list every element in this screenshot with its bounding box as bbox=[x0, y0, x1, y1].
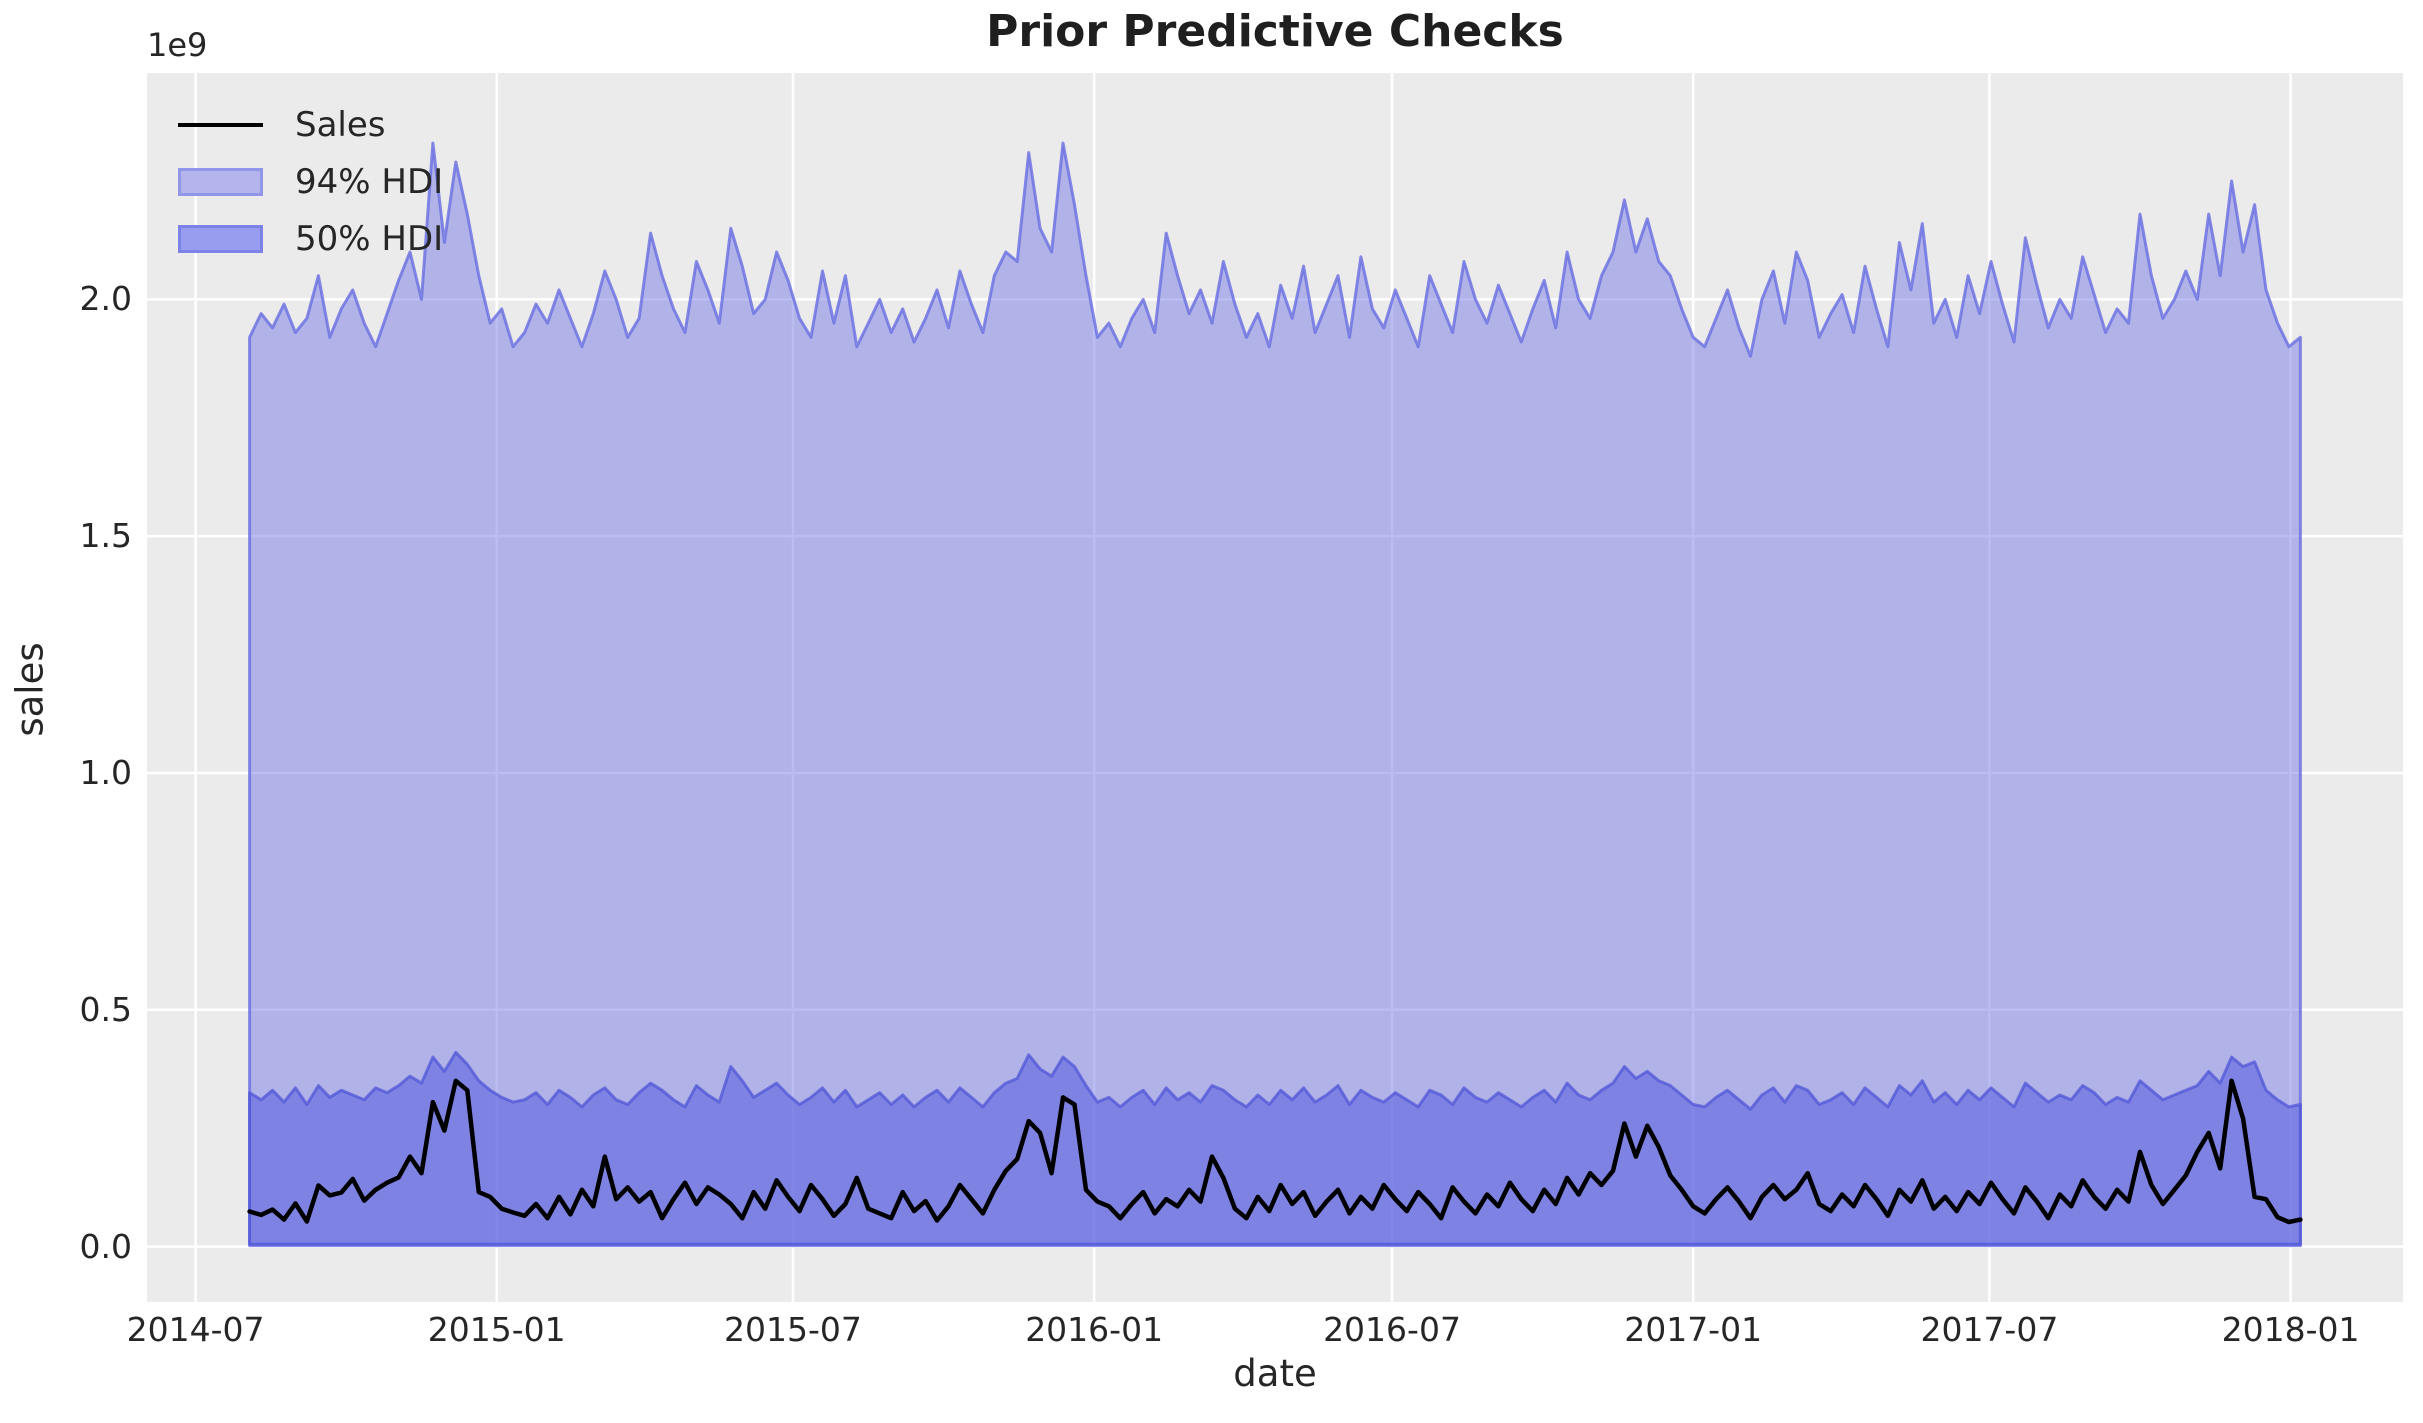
x-axis-label: date bbox=[1233, 1352, 1317, 1395]
x-tick-label: 2015-07 bbox=[724, 1310, 862, 1349]
y-tick-label: 2.0 bbox=[79, 279, 132, 319]
x-tick-label: 2017-01 bbox=[1624, 1310, 1763, 1349]
legend-label-sales: Sales bbox=[295, 104, 386, 145]
x-tick-label: 2018-01 bbox=[2221, 1310, 2360, 1349]
x-tick-label: 2015-01 bbox=[427, 1310, 566, 1349]
legend-label-hdi94: 94% HDI bbox=[295, 161, 444, 202]
hdi94-band bbox=[248, 141, 2302, 1248]
legend-item-hdi50: 50% HDI bbox=[178, 210, 443, 267]
y-axis-label: sales bbox=[8, 642, 52, 737]
y-tick-label: 0.5 bbox=[79, 989, 132, 1029]
y-tick-label: 1.5 bbox=[79, 516, 132, 556]
legend-item-hdi94: 94% HDI bbox=[178, 153, 443, 210]
x-tick-label: 2017-07 bbox=[1920, 1310, 2059, 1349]
hdi50-patch-icon bbox=[178, 224, 263, 253]
legend: Sales 94% HDI 50% HDI bbox=[178, 96, 443, 267]
sales-line-sample-icon bbox=[178, 122, 263, 127]
x-tick-label: 2016-01 bbox=[1025, 1310, 1164, 1349]
y-axis-offset-label: 1e9 bbox=[147, 26, 208, 64]
y-tick-label: 0.0 bbox=[79, 1226, 132, 1266]
sales-line bbox=[247, 1078, 2303, 1225]
legend-item-sales: Sales bbox=[178, 96, 443, 153]
x-tick-label: 2016-07 bbox=[1323, 1310, 1461, 1349]
x-tick-label: 2014-07 bbox=[126, 1310, 265, 1349]
chart-title: Prior Predictive Checks bbox=[986, 6, 1564, 57]
legend-label-hdi50: 50% HDI bbox=[295, 218, 444, 259]
y-tick-label: 1.0 bbox=[79, 752, 132, 792]
hdi94-patch-icon bbox=[178, 167, 263, 196]
